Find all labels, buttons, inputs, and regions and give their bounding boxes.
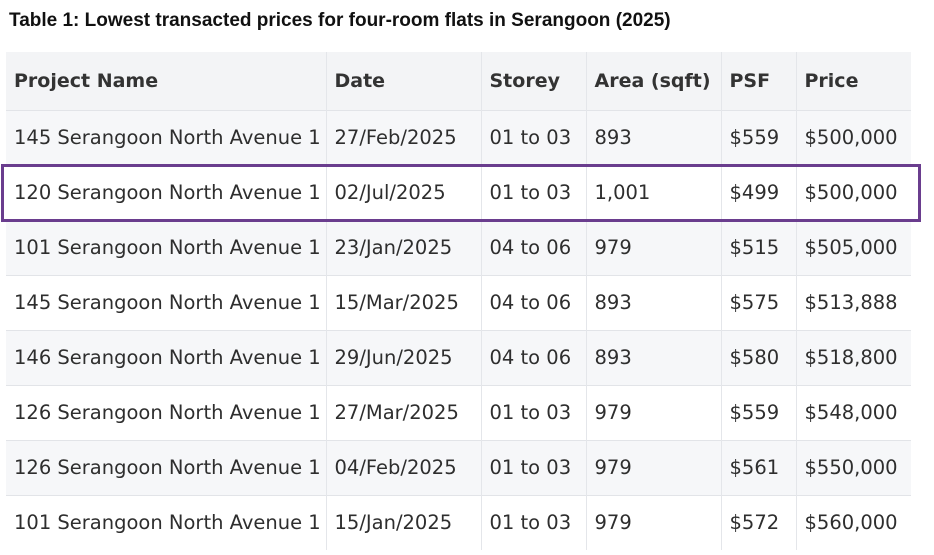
cell-area: 979 xyxy=(586,440,722,495)
table-row: 145 Serangoon North Avenue 1 27/Feb/2025… xyxy=(6,110,911,165)
cell-date: 15/Mar/2025 xyxy=(326,275,482,330)
cell-storey: 01 to 03 xyxy=(481,110,587,165)
cell-psf: $561 xyxy=(721,440,797,495)
cell-price: $500,000 xyxy=(804,126,898,149)
cell-area: 893 xyxy=(586,330,722,385)
cell-psf: $580 xyxy=(721,330,797,385)
cell-psf: $515 xyxy=(721,220,797,275)
cell-area: 893 xyxy=(586,275,722,330)
cell-project-name: 145 Serangoon North Avenue 1 xyxy=(6,275,327,330)
cell-area: 979 xyxy=(586,495,722,550)
table-row: 101 Serangoon North Avenue 1 23/Jan/2025… xyxy=(6,220,911,275)
table-row: 126 Serangoon North Avenue 1 04/Feb/2025… xyxy=(6,440,911,495)
cell-storey: 01 to 03 xyxy=(481,495,587,550)
cell-psf: $499 xyxy=(721,165,797,220)
header-psf: PSF xyxy=(721,52,797,110)
cell-project-name: 101 Serangoon North Avenue 1 xyxy=(6,220,327,275)
cell-psf: $559 xyxy=(721,110,797,165)
cell-storey: 01 to 03 xyxy=(481,385,587,440)
cell-storey: 01 to 03 xyxy=(481,440,587,495)
header-project-name: Project Name xyxy=(6,52,327,110)
cell-project-name: 126 Serangoon North Avenue 1 xyxy=(6,440,327,495)
header-area: Area (sqft) xyxy=(586,52,722,110)
cell-psf: $575 xyxy=(721,275,797,330)
cell-project-name: 126 Serangoon North Avenue 1 xyxy=(6,385,327,440)
cell-storey: 01 to 03 xyxy=(481,165,587,220)
cell-psf: $572 xyxy=(721,495,797,550)
cell-psf: $559 xyxy=(721,385,797,440)
table-row: 146 Serangoon North Avenue 1 29/Jun/2025… xyxy=(6,330,911,385)
cell-price: $550,000 xyxy=(804,456,898,479)
cell-storey: 04 to 06 xyxy=(481,275,587,330)
cell-price: $505,000 xyxy=(804,236,898,259)
table-row: 145 Serangoon North Avenue 1 15/Mar/2025… xyxy=(6,275,911,330)
cell-date: 15/Jan/2025 xyxy=(326,495,482,550)
cell-date: 23/Jan/2025 xyxy=(326,220,482,275)
cell-storey: 04 to 06 xyxy=(481,220,587,275)
cell-area: 1,001 xyxy=(586,165,722,220)
cell-date: 29/Jun/2025 xyxy=(326,330,482,385)
cell-project-name: 101 Serangoon North Avenue 1 xyxy=(6,495,327,550)
cell-date: 02/Jul/2025 xyxy=(326,165,482,220)
cell-date: 04/Feb/2025 xyxy=(326,440,482,495)
table-caption: Table 1: Lowest transacted prices for fo… xyxy=(9,10,671,31)
cell-area: 893 xyxy=(586,110,722,165)
cell-project-name: 146 Serangoon North Avenue 1 xyxy=(6,330,327,385)
cell-date: 27/Mar/2025 xyxy=(326,385,482,440)
cell-price: $500,000 xyxy=(804,181,898,204)
header-storey: Storey xyxy=(481,52,587,110)
table-header-row: Project Name Date Storey Area (sqft) PSF… xyxy=(6,52,911,110)
header-price: Price xyxy=(804,69,859,92)
cell-price: $560,000 xyxy=(804,511,898,535)
cell-price: $513,888 xyxy=(804,291,898,314)
table-row: 101 Serangoon North Avenue 1 15/Jan/2025… xyxy=(6,495,911,550)
cell-area: 979 xyxy=(586,385,722,440)
header-date: Date xyxy=(326,52,482,110)
cell-price: $518,800 xyxy=(804,346,898,369)
cell-project-name: 120 Serangoon North Avenue 1 xyxy=(6,165,327,220)
cell-price: $548,000 xyxy=(804,401,898,424)
cell-area: 979 xyxy=(586,220,722,275)
transactions-table: Project Name Date Storey Area (sqft) PSF… xyxy=(6,52,911,550)
table-row-highlighted: 120 Serangoon North Avenue 1 02/Jul/2025… xyxy=(6,165,911,220)
table-row: 126 Serangoon North Avenue 1 27/Mar/2025… xyxy=(6,385,911,440)
cell-date: 27/Feb/2025 xyxy=(326,110,482,165)
cell-project-name: 145 Serangoon North Avenue 1 xyxy=(6,110,327,165)
cell-storey: 04 to 06 xyxy=(481,330,587,385)
